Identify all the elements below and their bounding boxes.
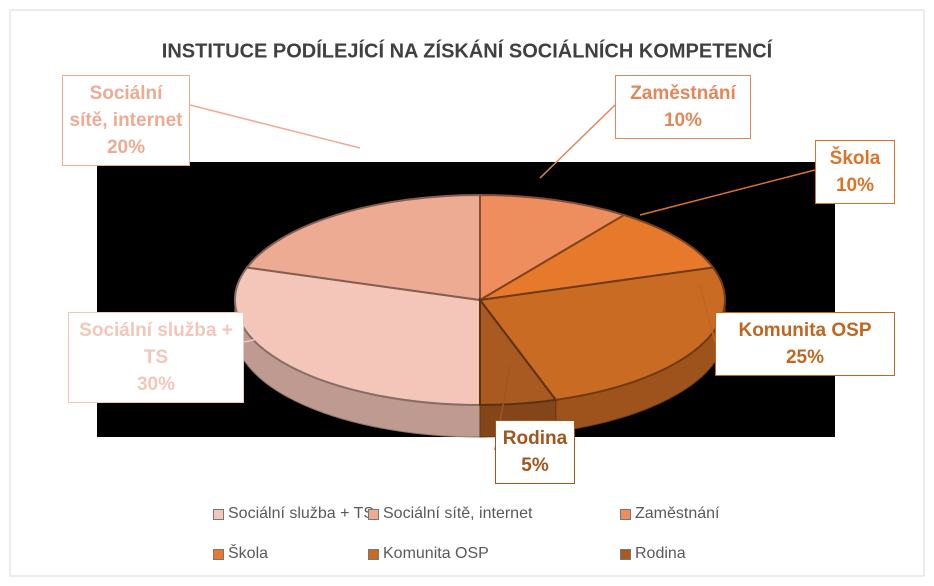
leader-line [639, 169, 816, 216]
pie-slice [479, 193, 627, 302]
legend-label: Škola [228, 545, 269, 562]
legend-swatch [213, 508, 224, 520]
data-label: Rodina 5% [495, 420, 575, 484]
data-label-value: 5% [521, 455, 549, 476]
legend-item: Škola [213, 545, 268, 563]
data-label-value: 10% [663, 110, 703, 131]
data-label-name: Rodina [502, 428, 568, 449]
legend-label: Sociální sítě, internet [383, 505, 533, 522]
data-label: Škola 10% [815, 140, 895, 204]
pie-slice [245, 193, 481, 302]
leader-line [699, 284, 716, 343]
leader-line [189, 104, 361, 149]
leader-line [243, 329, 301, 343]
legend-swatch [368, 508, 379, 520]
data-label-value: 20% [106, 137, 146, 158]
data-label-value: 30% [136, 374, 176, 395]
leader-line [539, 104, 616, 179]
pie-slice [478, 266, 726, 401]
chart-title: INSTITUCE PODÍLEJÍCÍ NA ZÍSKÁNÍ SOCIÁLNÍ… [162, 39, 773, 62]
data-label-name: Zaměstnání [630, 83, 736, 104]
legend-swatch [368, 548, 379, 560]
legend-item: Sociální služba + TS [213, 505, 374, 523]
data-label: Sociální služba + TS 30% [68, 312, 244, 403]
legend-item: Rodina [620, 545, 686, 563]
legend-item: Zaměstnání [620, 505, 719, 523]
legend-swatch [620, 508, 631, 520]
legend-label: Sociální služba + TS [228, 505, 375, 522]
data-label-name: Sociální sítě, internet [69, 83, 183, 131]
pie-slice [479, 297, 558, 407]
legend-item: Komunita OSP [368, 545, 489, 563]
legend-swatch [213, 548, 224, 560]
data-label-name: Škola [829, 148, 881, 169]
data-label-name: Sociální služba + TS [79, 320, 233, 368]
legend-item: Sociální sítě, internet [368, 505, 532, 523]
legend-label: Komunita OSP [383, 545, 489, 562]
legend-swatch [620, 548, 631, 560]
legend-label: Rodina [635, 545, 686, 562]
data-label-value: 25% [785, 347, 825, 368]
data-label: Zaměstnání 10% [615, 75, 751, 139]
data-label: Komunita OSP 25% [715, 312, 895, 376]
data-label: Sociální sítě, internet 20% [62, 75, 190, 166]
legend-label: Zaměstnání [635, 505, 720, 522]
data-label-name: Komunita OSP [738, 320, 872, 341]
pie-slice [234, 266, 481, 407]
data-label-value: 10% [835, 175, 875, 196]
pie-slice [479, 213, 715, 301]
